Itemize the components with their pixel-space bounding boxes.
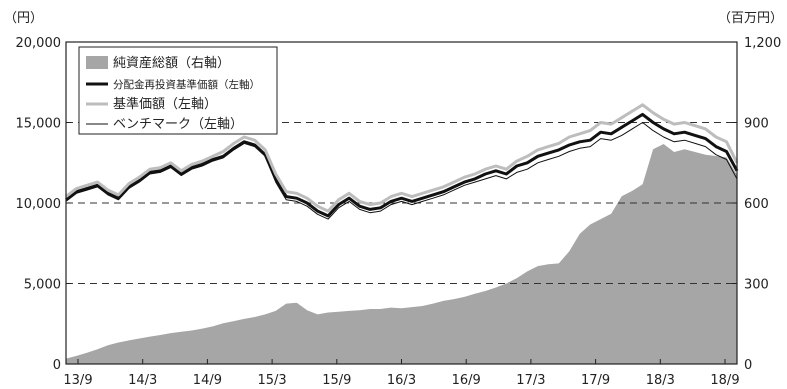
line-layer	[65, 103, 739, 220]
legend-swatch-net-assets	[86, 56, 108, 69]
x-tick-label: 18/3	[646, 373, 675, 388]
net-assets-area-layer	[66, 144, 737, 364]
x-tick-label: 17/9	[581, 373, 610, 388]
x-tick-label: 15/3	[257, 373, 286, 388]
series-line-nav	[65, 103, 739, 213]
x-tick-label: 13/9	[63, 373, 92, 388]
right-axis-unit: （百万円）	[718, 11, 783, 26]
left-tick-label: 0	[53, 358, 61, 373]
left-tick-label: 15,000	[16, 117, 62, 132]
x-tick-label: 17/3	[516, 373, 545, 388]
x-tick-label: 18/9	[710, 373, 739, 388]
legend-label-reinvested-nav: 分配金再投資基準価額（左軸）	[113, 78, 260, 91]
right-tick-label: 600	[744, 197, 769, 212]
right-tick-label: 300	[744, 278, 769, 293]
x-tick-label: 16/3	[387, 373, 416, 388]
legend-label-net-assets: 純資産総額（右軸）	[113, 55, 230, 71]
left-tick-label: 5,000	[24, 278, 61, 293]
x-tick-label: 16/9	[452, 373, 481, 388]
legend-box	[78, 46, 278, 135]
legend: 純資産総額（右軸） 分配金再投資基準価額（左軸） 基準価額（左軸） ベンチマーク…	[78, 46, 278, 135]
series-area-net-assets	[66, 144, 737, 364]
left-tick-label: 20,000	[16, 36, 62, 51]
axis-tick-layer: 0 5,000 10,000 15,000 20,000 0 300 600 900 1,200 1…	[16, 36, 782, 388]
right-tick-label: 1,200	[744, 36, 781, 51]
x-tick-label: 14/3	[128, 373, 157, 388]
left-axis-unit: （円）	[4, 11, 43, 26]
right-tick-label: 0	[744, 358, 752, 373]
legend-label-benchmark: ベンチマーク（左軸）	[113, 117, 243, 132]
legend-label-nav: 基準価額（左軸）	[113, 96, 217, 112]
x-tick-label: 14/9	[193, 373, 222, 388]
series-line-reinvested-nav	[65, 112, 739, 218]
x-tick-label: 15/9	[322, 373, 351, 388]
series-line-benchmark	[65, 122, 738, 220]
left-tick-label: 10,000	[16, 197, 62, 212]
right-tick-label: 900	[744, 117, 769, 132]
